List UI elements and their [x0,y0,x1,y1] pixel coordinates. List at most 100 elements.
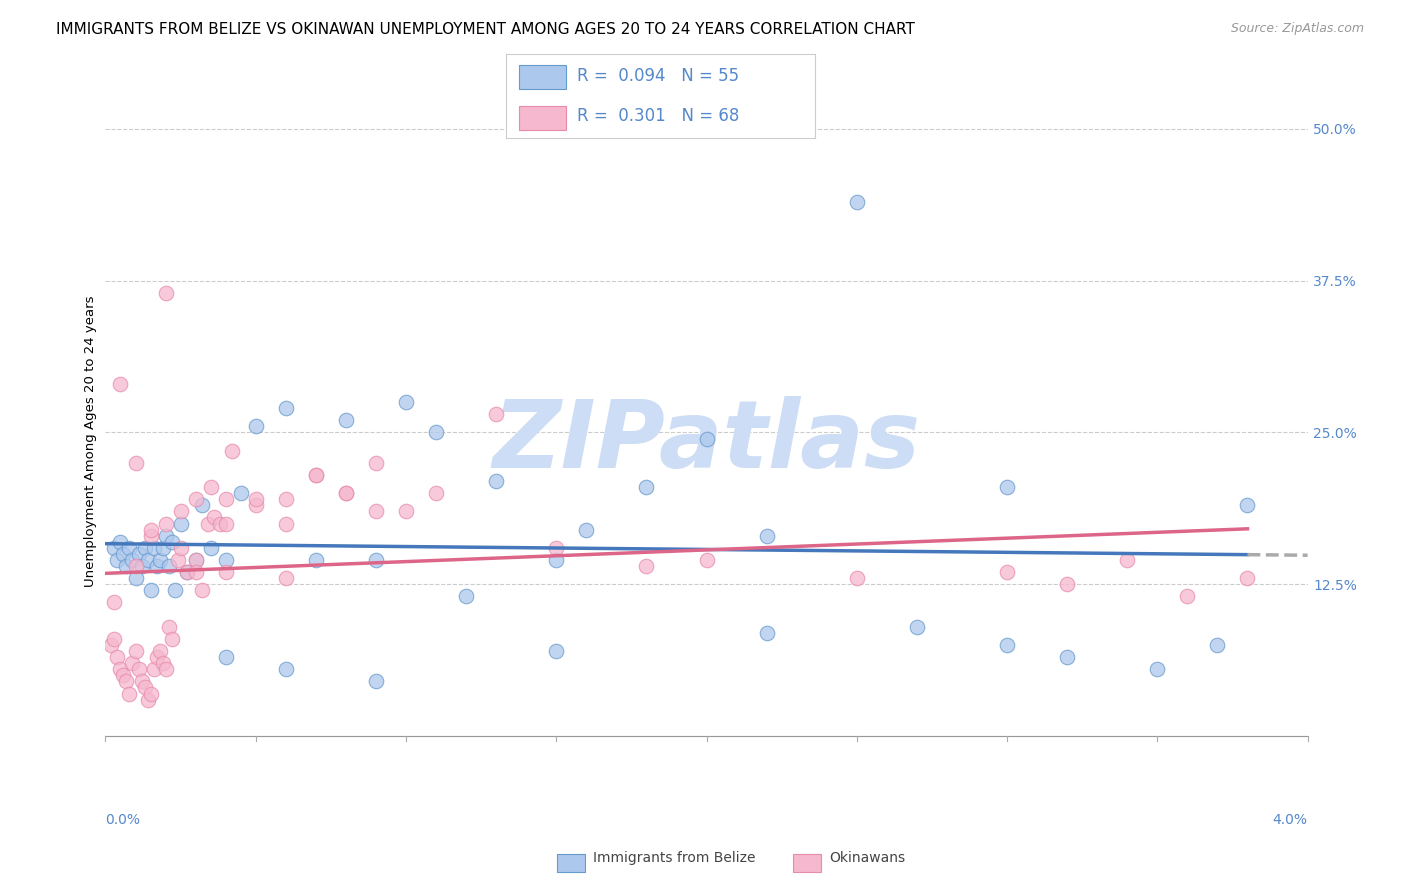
Point [128,662,150,676]
Point [1236,571,1258,585]
Point [190,583,212,598]
Text: Okinawans: Okinawans [830,851,905,865]
Point [121,656,143,670]
Point [160,632,183,646]
Point [274,516,297,531]
Point [152,656,174,670]
Point [148,553,170,567]
Point [202,510,225,524]
Point [110,662,132,676]
Point [134,681,156,695]
Point [1056,650,1078,665]
Point [485,407,508,421]
Point [169,504,191,518]
Point [157,559,180,574]
Point [229,486,252,500]
Point [131,559,153,574]
Point [124,644,146,658]
Point [274,662,297,676]
Point [148,644,170,658]
Point [112,547,135,561]
Point [115,559,138,574]
Point [221,443,243,458]
Point [145,559,167,574]
Point [395,395,418,409]
Point [197,516,219,531]
Point [995,565,1018,579]
Point [124,456,146,470]
Point [1146,662,1168,676]
Point [107,553,129,567]
Point [145,650,167,665]
Text: R =  0.301   N = 68: R = 0.301 N = 68 [578,107,740,125]
Bar [519,65,567,89]
Point [755,529,778,543]
Point [184,553,207,567]
Text: Immigrants from Belize: Immigrants from Belize [593,851,756,865]
Point [364,674,387,689]
Point [905,620,928,634]
Point [155,529,177,543]
Text: 0.0%: 0.0% [105,813,141,827]
Point [112,668,135,682]
Point [395,504,418,518]
Point [184,565,207,579]
Point [1116,553,1139,567]
Point [696,553,718,567]
Point [160,534,183,549]
Point [131,674,153,689]
Point [335,413,357,427]
Point [546,553,568,567]
Point [157,620,180,634]
Point [696,432,718,446]
Point [136,553,159,567]
Point [305,467,328,482]
Point [190,498,212,512]
Point [1236,498,1258,512]
Point [214,492,236,507]
Point [575,523,598,537]
Point [425,486,447,500]
Point [176,565,198,579]
Point [335,486,357,500]
Point [636,480,658,494]
Point [128,547,150,561]
Point [364,553,387,567]
Text: Source: ZipAtlas.com: Source: ZipAtlas.com [1230,22,1364,36]
Text: ZIPatlas: ZIPatlas [492,395,921,488]
Point [115,674,138,689]
Point [134,541,156,555]
Point [305,553,328,567]
Point [214,553,236,567]
Point [139,523,162,537]
Point [142,662,165,676]
Point [107,650,129,665]
Point [364,504,387,518]
Text: R =  0.094   N = 55: R = 0.094 N = 55 [578,67,740,85]
Point [208,516,231,531]
Point [163,583,186,598]
Point [169,516,191,531]
Point [176,565,198,579]
Point [139,583,162,598]
Y-axis label: Unemployment Among Ages 20 to 24 years: Unemployment Among Ages 20 to 24 years [84,296,97,587]
Point [546,541,568,555]
Point [1206,638,1229,652]
Point [274,401,297,416]
Point [124,571,146,585]
Point [274,492,297,507]
Text: IMMIGRANTS FROM BELIZE VS OKINAWAN UNEMPLOYMENT AMONG AGES 20 TO 24 YEARS CORREL: IMMIGRANTS FROM BELIZE VS OKINAWAN UNEMP… [56,22,915,37]
Bar [793,855,821,872]
Point [1175,590,1198,604]
Point [214,565,236,579]
Point [214,650,236,665]
Point [155,285,177,300]
Point [103,595,125,609]
Point [845,194,868,209]
Point [110,534,132,549]
Point [169,541,191,555]
Point [166,553,188,567]
Point [1056,577,1078,591]
Point [184,553,207,567]
Point [139,529,162,543]
